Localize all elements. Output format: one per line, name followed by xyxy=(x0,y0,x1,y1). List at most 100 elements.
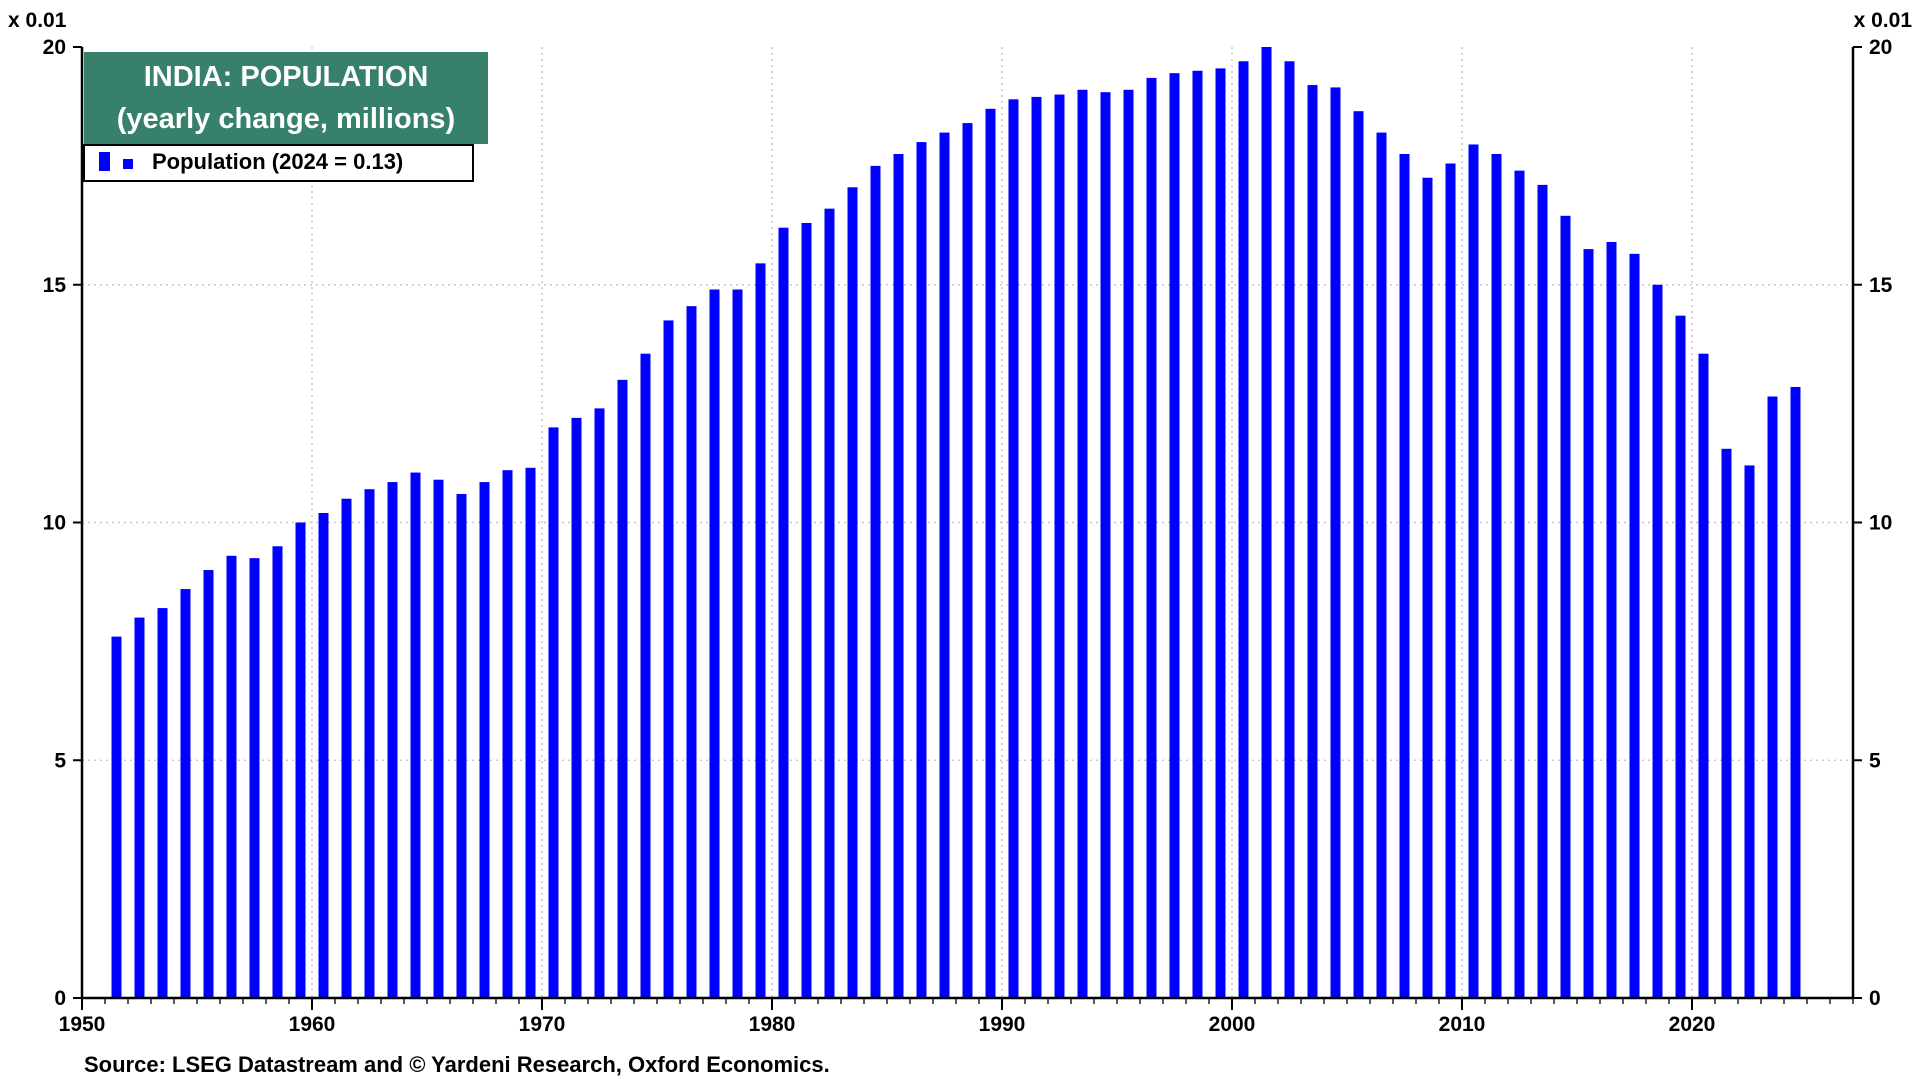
y-axis-multiplier-right: x 0.01 xyxy=(1854,9,1913,32)
bar-1979 xyxy=(755,263,766,998)
bar-1982 xyxy=(824,208,835,999)
legend-swatch-bar xyxy=(99,152,110,171)
bar-2024 xyxy=(1790,386,1801,998)
bar-2001 xyxy=(1261,47,1272,998)
x-tick-label: 1990 xyxy=(979,1013,1026,1036)
bar-1988 xyxy=(962,123,973,998)
source-note: Source: LSEG Datastream and © Yardeni Re… xyxy=(84,1052,830,1077)
bar-1974 xyxy=(640,353,651,998)
x-tick-label: 2010 xyxy=(1439,1013,1486,1036)
bar-1960 xyxy=(318,512,329,998)
y-tick-label-right: 20 xyxy=(1869,36,1892,59)
bar-2015 xyxy=(1583,249,1594,998)
bar-2003 xyxy=(1307,85,1318,999)
bar-1971 xyxy=(571,417,582,998)
bar-1972 xyxy=(594,408,605,998)
bar-2002 xyxy=(1284,61,1295,998)
bar-2017 xyxy=(1629,253,1640,998)
bar-1990 xyxy=(1008,99,1019,999)
x-tick-label: 2000 xyxy=(1209,1013,1256,1036)
bar-1978 xyxy=(732,289,743,998)
x-tick-label: 1950 xyxy=(59,1013,106,1036)
x-tick-label: 1970 xyxy=(519,1013,566,1036)
title-background xyxy=(84,52,488,144)
bar-2012 xyxy=(1514,170,1525,998)
bar-1992 xyxy=(1054,94,1065,999)
bars xyxy=(111,47,1801,999)
bar-1998 xyxy=(1192,70,1203,998)
bar-1977 xyxy=(709,289,720,998)
bar-1996 xyxy=(1146,77,1157,999)
bar-1973 xyxy=(617,379,628,999)
bar-2020 xyxy=(1698,353,1709,998)
y-tick-label-right: 15 xyxy=(1869,274,1893,297)
bar-1989 xyxy=(985,108,996,998)
bar-2004 xyxy=(1330,87,1341,999)
bar-2000 xyxy=(1238,61,1249,998)
bar-1953 xyxy=(157,608,168,998)
y-tick-label-left: 20 xyxy=(43,36,66,59)
bar-1963 xyxy=(387,482,398,998)
legend-box xyxy=(83,144,474,182)
bar-1984 xyxy=(870,165,881,998)
bar-1981 xyxy=(801,222,812,998)
bar-1965 xyxy=(433,479,444,999)
bar-2016 xyxy=(1606,241,1617,998)
x-tick-label: 1960 xyxy=(289,1013,336,1036)
bar-1955 xyxy=(203,570,214,998)
grid xyxy=(82,47,1853,998)
bar-1975 xyxy=(663,320,674,999)
y-tick-label-left: 15 xyxy=(43,274,67,297)
y-tick-label-right: 0 xyxy=(1869,987,1881,1010)
bar-1995 xyxy=(1123,89,1134,999)
bar-2009 xyxy=(1445,163,1456,998)
bar-2019 xyxy=(1675,315,1686,999)
bar-1951 xyxy=(111,636,122,998)
bar-1983 xyxy=(847,187,858,998)
x-tick-label: 1980 xyxy=(749,1013,796,1036)
bar-1970 xyxy=(548,427,559,998)
y-tick-label-left: 10 xyxy=(43,512,66,535)
bar-1985 xyxy=(893,153,904,999)
chart-subtitle: (yearly change, millions) xyxy=(117,103,455,135)
bar-1962 xyxy=(364,489,375,998)
bar-1994 xyxy=(1100,92,1111,999)
chart-title: INDIA: POPULATION xyxy=(144,61,429,93)
bar-1993 xyxy=(1077,89,1088,999)
bar-1957 xyxy=(249,558,260,998)
bar-2021 xyxy=(1721,448,1732,998)
bar-1969 xyxy=(525,467,536,998)
y-tick-label-right: 5 xyxy=(1869,749,1881,772)
bar-2022 xyxy=(1744,465,1755,998)
bar-1987 xyxy=(939,132,950,999)
legend-swatch-square xyxy=(123,159,133,169)
bar-1952 xyxy=(134,617,145,998)
bar-1961 xyxy=(341,498,352,998)
bar-1968 xyxy=(502,470,513,998)
y-tick-label-left: 5 xyxy=(54,749,66,772)
bar-2005 xyxy=(1353,111,1364,998)
bar-1980 xyxy=(778,227,789,998)
x-tick-label: 2020 xyxy=(1669,1013,1716,1036)
bar-2010 xyxy=(1468,144,1479,999)
bar-2014 xyxy=(1560,215,1571,999)
bar-1966 xyxy=(456,493,467,998)
legend: Population (2024 = 0.13) xyxy=(83,144,474,182)
bar-2008 xyxy=(1422,177,1433,998)
bar-1967 xyxy=(479,482,490,998)
bar-2018 xyxy=(1652,284,1663,998)
bar-1964 xyxy=(410,472,421,998)
bar-2013 xyxy=(1537,184,1548,998)
bar-1976 xyxy=(686,306,697,999)
y-tick-label-right: 10 xyxy=(1869,512,1892,535)
bar-2023 xyxy=(1767,396,1778,998)
bar-1956 xyxy=(226,555,237,998)
bar-1999 xyxy=(1215,68,1226,998)
bar-1986 xyxy=(916,142,927,999)
bar-1958 xyxy=(272,546,283,998)
bar-2011 xyxy=(1491,153,1502,999)
bar-2007 xyxy=(1399,153,1410,999)
